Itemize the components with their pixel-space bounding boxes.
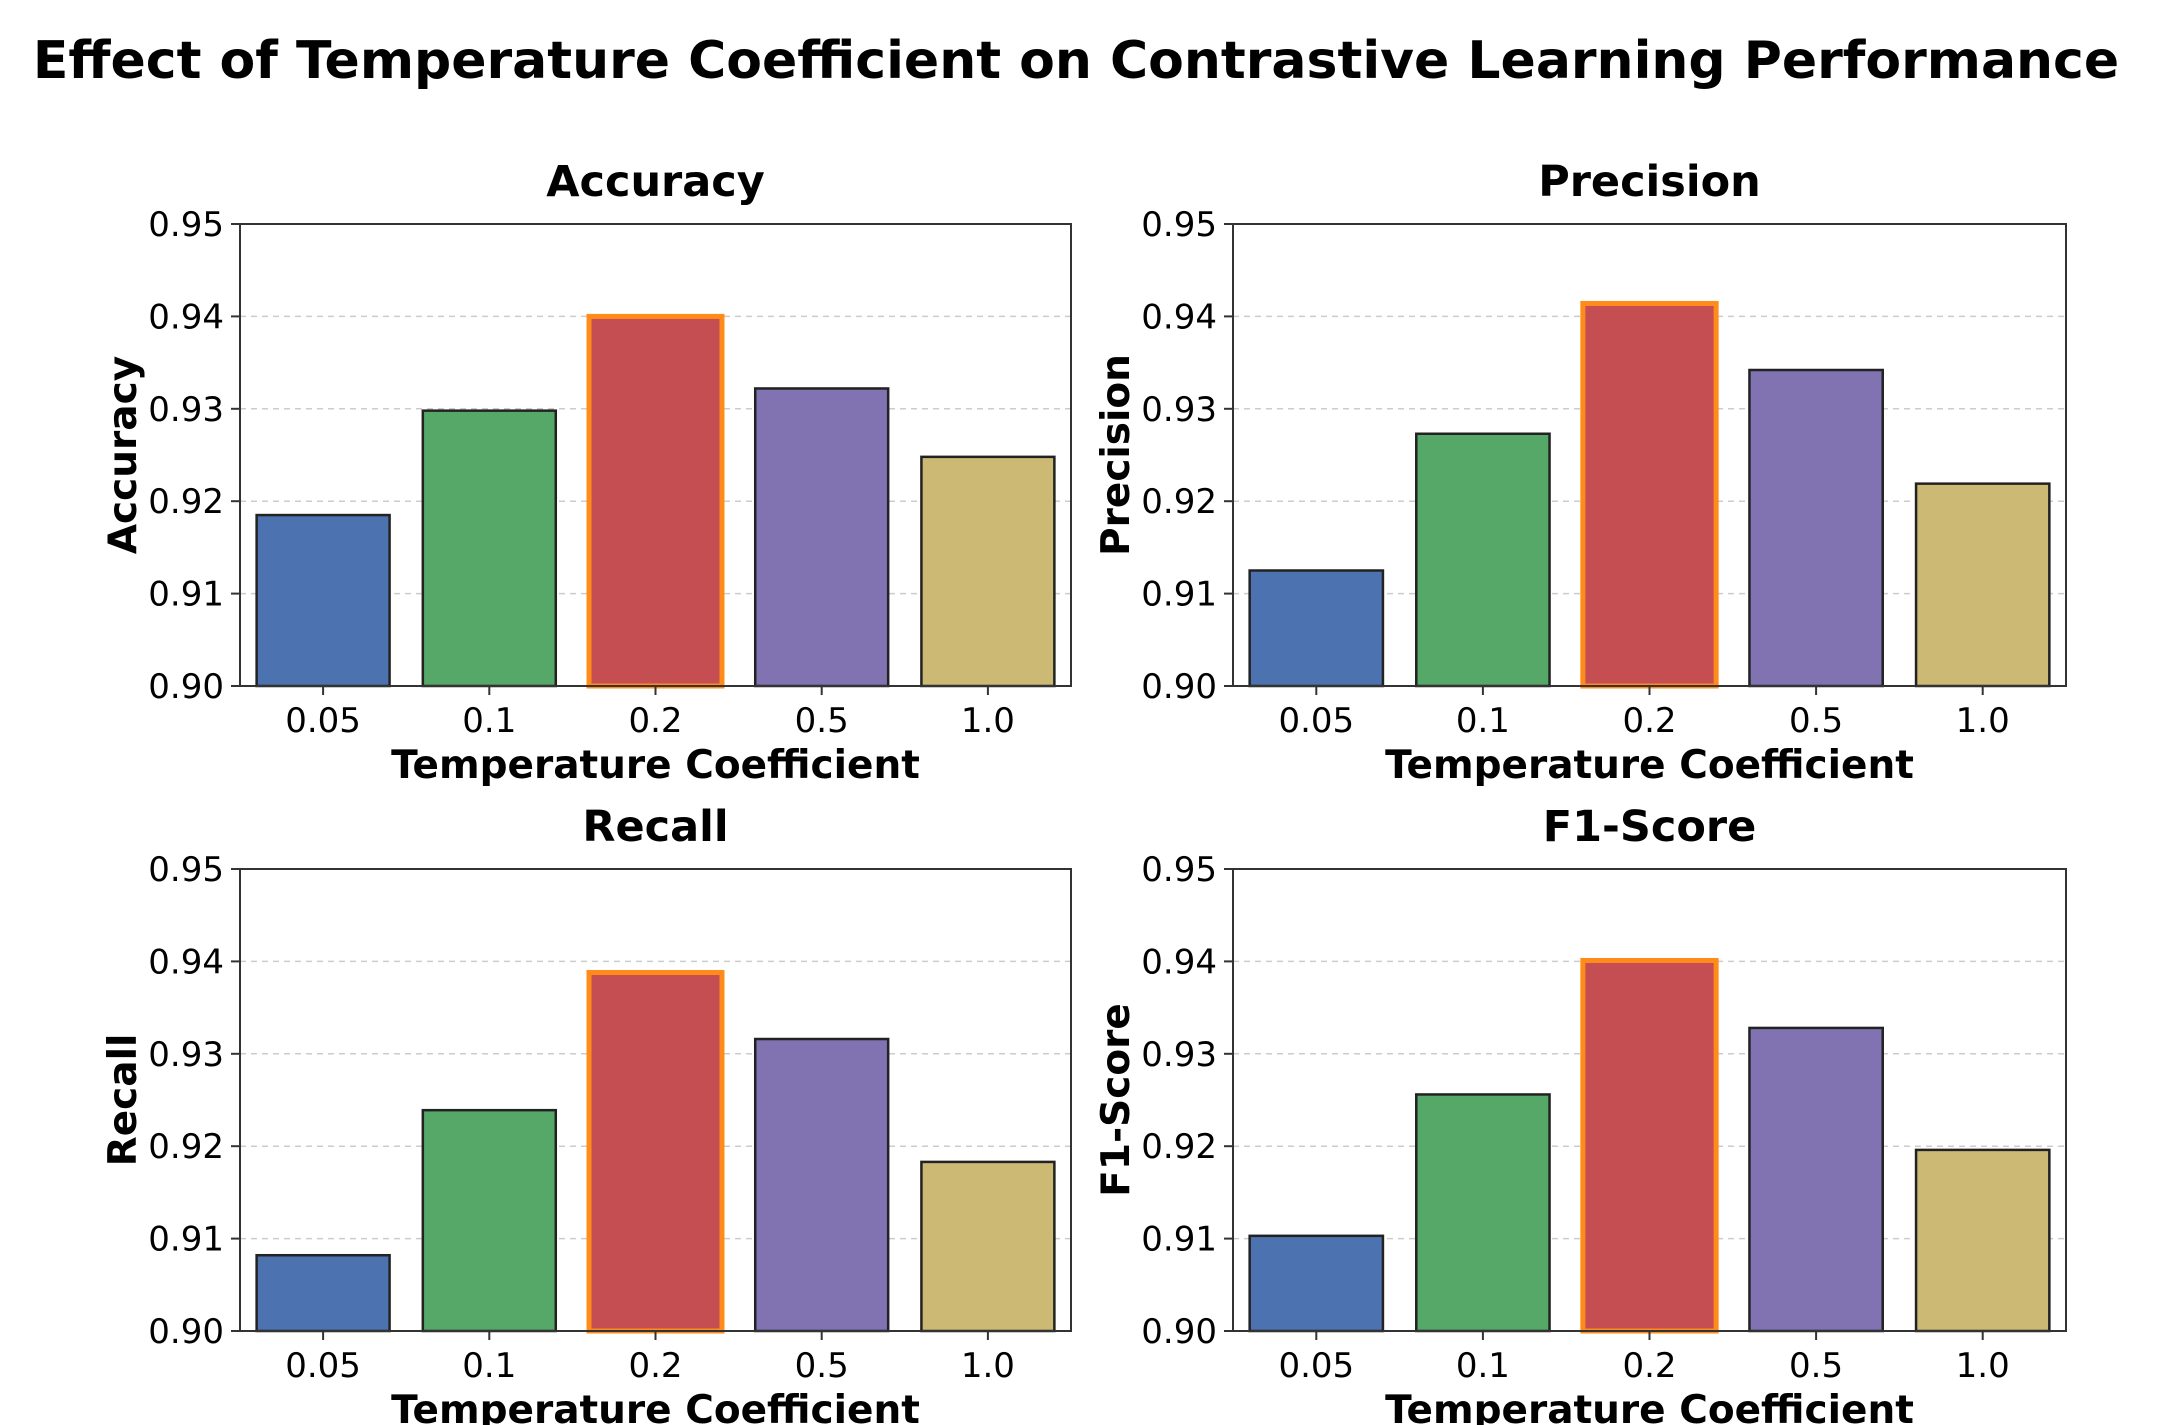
y-tick-label: 0.95: [148, 850, 224, 890]
x-tick-label: 0.05: [285, 701, 361, 741]
x-tick-label: 0.5: [1789, 1346, 1843, 1386]
bar-0.5: [1748, 1026, 1884, 1333]
bar-0.05: [1248, 1234, 1385, 1333]
bar-1.0: [1914, 482, 2051, 688]
x-tick-label: 0.05: [1278, 1346, 1354, 1386]
y-tick-label: 0.92: [148, 482, 224, 522]
subplot-title: Recall: [582, 802, 728, 852]
bar-0.05: [1248, 569, 1385, 688]
y-tick-label: 0.90: [1141, 1312, 1217, 1352]
bar-0.1: [421, 1108, 558, 1333]
subplot-title: Accuracy: [546, 157, 765, 207]
y-tick-label: 0.94: [1141, 297, 1217, 337]
x-tick-label: 0.1: [462, 1346, 516, 1386]
y-tick-label: 0.94: [148, 942, 224, 982]
x-tick-label: 0.1: [1456, 1346, 1510, 1386]
axes-frame: [1232, 868, 2067, 1332]
x-tick-label: 0.1: [1456, 701, 1510, 741]
x-tick-label: 0.05: [285, 1346, 361, 1386]
subplot-recall: 0.90 0.91 0.92 0.93 0.94 0.95 0.05 0.1 0.2 0.5 1.0…: [101, 802, 1072, 1425]
bar-0.2: [1580, 300, 1719, 689]
y-axis-label: Precision: [1094, 354, 1139, 556]
x-tick-label: 1.0: [1956, 1346, 2010, 1386]
bar-1.0: [920, 455, 1056, 688]
y-tick-label: 0.94: [1141, 942, 1217, 982]
bar-0.1: [1415, 1093, 1551, 1333]
y-tick-label: 0.93: [148, 1035, 224, 1075]
y-tick-label: 0.91: [148, 575, 224, 615]
y-tick-label: 0.94: [148, 297, 224, 337]
x-axis-label: Temperature Coefficient: [391, 1388, 920, 1425]
x-axis-label: Temperature Coefficient: [391, 743, 920, 788]
axes-frame: [1232, 223, 2067, 687]
x-tick-label: 0.5: [1789, 701, 1843, 741]
x-axis-label: Temperature Coefficient: [1385, 743, 1914, 788]
bar-0.5: [753, 387, 890, 688]
x-tick-label: 0.2: [628, 1346, 682, 1386]
y-tick-label: 0.91: [148, 1220, 224, 1260]
x-axis-label: Temperature Coefficient: [1385, 1388, 1914, 1425]
y-axis-label: Accuracy: [101, 356, 146, 554]
y-tick-label: 0.95: [1141, 205, 1217, 245]
subplot-f1-score: 0.90 0.91 0.92 0.93 0.94 0.95 0.05 0.1 0.2 0.5 1.0…: [1094, 802, 2067, 1425]
x-tick-label: 0.2: [1622, 701, 1676, 741]
figure-suptitle: Effect of Temperature Coefficient on Con…: [33, 31, 2119, 91]
y-tick-label: 0.95: [148, 205, 224, 245]
bar-0.1: [421, 409, 558, 688]
bar-0.05: [255, 513, 391, 688]
x-tick-label: 0.5: [795, 701, 849, 741]
y-tick-label: 0.92: [1141, 1127, 1217, 1167]
subplot-precision: 0.90 0.91 0.92 0.93 0.94 0.95 0.05 0.1 0.2 0.5 1.0…: [1094, 157, 2067, 788]
y-tick-label: 0.90: [148, 1312, 224, 1352]
y-axis-label: Recall: [101, 1034, 146, 1167]
y-tick-label: 0.92: [1141, 482, 1217, 522]
y-tick-label: 0.90: [148, 667, 224, 707]
x-tick-label: 0.05: [1278, 701, 1354, 741]
y-tick-label: 0.92: [148, 1127, 224, 1167]
x-tick-label: 1.0: [961, 701, 1015, 741]
axes-frame: [239, 223, 1072, 687]
bar-1.0: [920, 1160, 1056, 1333]
y-tick-label: 0.91: [1141, 1220, 1217, 1260]
x-tick-label: 1.0: [1956, 701, 2010, 741]
bar-0.1: [1415, 432, 1551, 688]
subplot-accuracy: 0.90 0.91 0.92 0.93 0.94 0.95 0.05 0.1 0.2 0.5 1.0…: [101, 157, 1072, 788]
y-tick-label: 0.93: [1141, 1035, 1217, 1075]
bar-0.05: [255, 1253, 391, 1333]
bar-0.2: [1580, 957, 1719, 1334]
bar-0.5: [1748, 368, 1884, 688]
subplot-title: F1-Score: [1543, 802, 1757, 852]
x-tick-label: 0.2: [1622, 1346, 1676, 1386]
y-tick-label: 0.95: [1141, 850, 1217, 890]
y-tick-label: 0.93: [148, 390, 224, 430]
x-tick-label: 0.5: [795, 1346, 849, 1386]
y-axis-label: F1-Score: [1094, 1003, 1139, 1197]
y-tick-label: 0.91: [1141, 575, 1217, 615]
y-tick-label: 0.93: [1141, 390, 1217, 430]
bar-1.0: [1914, 1148, 2051, 1333]
subplot-title: Precision: [1538, 157, 1761, 207]
y-tick-label: 0.90: [1141, 667, 1217, 707]
bar-0.2: [586, 313, 725, 689]
bar-0.5: [753, 1037, 890, 1333]
axes-frame: [239, 868, 1072, 1332]
x-tick-label: 1.0: [961, 1346, 1015, 1386]
bar-0.2: [586, 969, 725, 1334]
x-tick-label: 0.2: [628, 701, 682, 741]
x-tick-label: 0.1: [462, 701, 516, 741]
